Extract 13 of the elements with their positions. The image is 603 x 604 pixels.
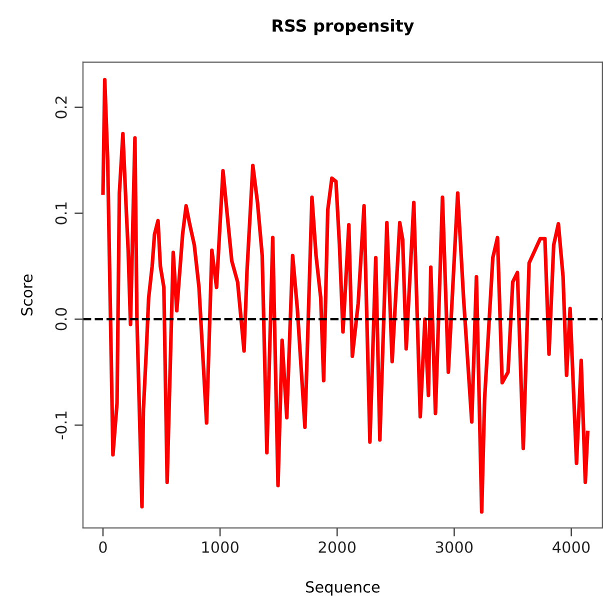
- y-axis-title: Score: [21, 274, 33, 316]
- x-tick-label: 3000: [436, 541, 473, 553]
- y-tick-label: 0.2: [55, 96, 67, 118]
- x-axis-title: Sequence: [306, 581, 380, 596]
- y-tick-label: -0.1: [55, 412, 67, 440]
- y-tick-label: 0.0: [55, 308, 67, 330]
- y-tick-label: 0.1: [55, 202, 67, 224]
- x-tick-label: 2000: [318, 541, 356, 553]
- chart-title: RSS propensity: [272, 18, 414, 36]
- x-tick-label: 4000: [552, 541, 590, 553]
- x-tick-label: 0: [99, 541, 107, 553]
- x-tick-label: 1000: [202, 541, 238, 553]
- line-series: [101, 78, 590, 514]
